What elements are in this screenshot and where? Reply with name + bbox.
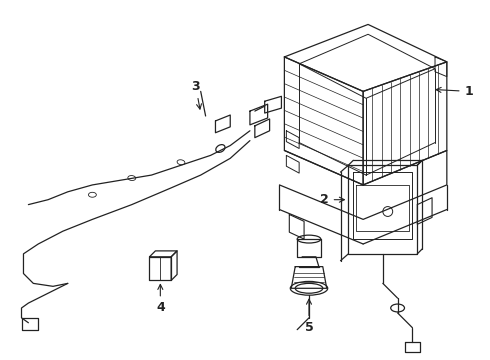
Text: 4: 4 [156, 284, 165, 315]
Ellipse shape [290, 282, 328, 295]
Ellipse shape [297, 235, 321, 243]
Ellipse shape [128, 176, 136, 180]
Circle shape [383, 207, 392, 216]
Text: 1: 1 [436, 85, 473, 98]
Ellipse shape [177, 160, 185, 165]
Text: 3: 3 [192, 80, 201, 109]
Ellipse shape [295, 283, 323, 293]
Ellipse shape [89, 192, 97, 197]
Ellipse shape [216, 145, 225, 152]
Text: 2: 2 [320, 193, 344, 206]
Text: 5: 5 [305, 299, 314, 334]
Ellipse shape [391, 304, 405, 312]
